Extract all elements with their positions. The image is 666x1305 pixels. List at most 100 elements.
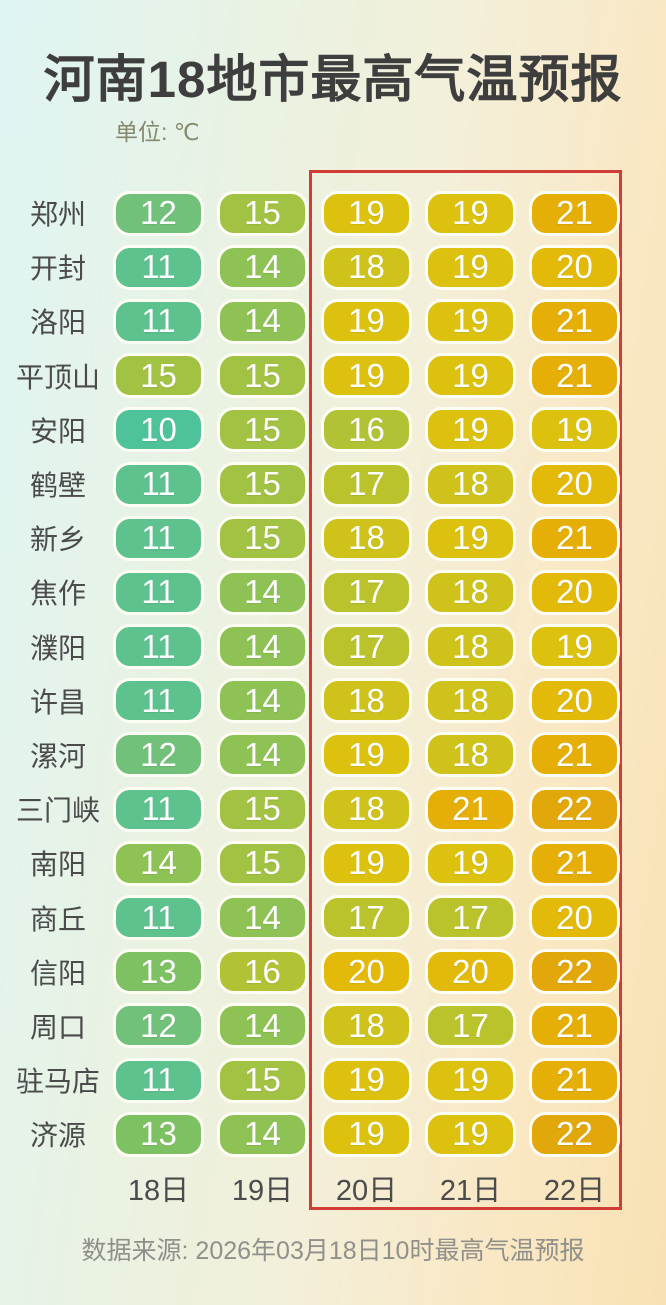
table-row: 濮阳 11 14 17 18 19 [0, 620, 666, 674]
temp-pill: 17 [321, 624, 412, 670]
temp-pill: 20 [425, 949, 516, 995]
temp-pill: 17 [321, 461, 412, 507]
temp-pill: 14 [217, 678, 308, 724]
temp-pill: 18 [425, 624, 516, 670]
temp-pill: 14 [217, 732, 308, 778]
temp-pill: 18 [425, 569, 516, 615]
city-label: 开封 [29, 253, 86, 285]
date-label: 20日 [335, 1175, 398, 1208]
temp-pill: 11 [113, 515, 204, 561]
temp-pill: 19 [425, 353, 516, 399]
data-source: 数据来源: 2026年03月18日10时最高气温预报 [81, 1237, 585, 1265]
temp-pill: 14 [217, 624, 308, 670]
temp-pill: 15 [217, 840, 308, 886]
city-label: 驻马店 [16, 1066, 101, 1098]
temp-pill: 21 [529, 190, 620, 236]
date-label: 18日 [127, 1175, 190, 1208]
table-row: 开封 11 14 18 19 20 [0, 240, 666, 294]
table-row: 新乡 11 15 18 19 21 [0, 511, 666, 565]
table-row: 焦作 11 14 17 18 20 [0, 565, 666, 619]
temp-pill: 11 [113, 678, 204, 724]
temp-pill: 11 [113, 298, 204, 344]
temp-pill: 20 [529, 461, 620, 507]
city-label: 南阳 [29, 849, 86, 881]
temp-pill: 14 [217, 298, 308, 344]
city-label: 商丘 [29, 903, 86, 935]
temp-pill: 21 [425, 786, 516, 832]
temp-pill: 14 [217, 1111, 308, 1157]
table-row: 信阳 13 16 20 20 22 [0, 945, 666, 999]
temp-pill: 11 [113, 244, 204, 290]
temp-pill: 19 [425, 190, 516, 236]
table-row: 平顶山 15 15 19 19 21 [0, 349, 666, 403]
table-row: 洛阳 11 14 19 19 21 [0, 294, 666, 348]
forecast-table: 郑州 12 15 19 19 21 开封 11 14 18 19 20 洛阳 11 14 19 19 21 平顶山 1… [0, 186, 666, 1213]
temp-pill: 15 [217, 190, 308, 236]
temp-pill: 11 [113, 461, 204, 507]
temp-pill: 16 [321, 407, 412, 453]
temp-pill: 15 [217, 1057, 308, 1103]
city-label: 郑州 [29, 199, 86, 231]
table-row: 许昌 11 14 18 18 20 [0, 674, 666, 728]
city-label: 洛阳 [29, 307, 86, 339]
temp-pill: 18 [321, 678, 412, 724]
temp-pill: 15 [113, 353, 204, 399]
temp-pill: 21 [529, 840, 620, 886]
temp-pill: 17 [425, 1003, 516, 1049]
city-label: 安阳 [29, 415, 86, 447]
temp-pill: 11 [113, 786, 204, 832]
temp-pill: 19 [321, 190, 412, 236]
temp-pill: 16 [217, 949, 308, 995]
date-label: 21日 [439, 1175, 502, 1208]
temp-pill: 15 [217, 786, 308, 832]
temp-pill: 19 [321, 732, 412, 778]
temp-pill: 20 [529, 895, 620, 941]
table-row: 郑州 12 15 19 19 21 [0, 186, 666, 240]
temp-pill: 19 [321, 298, 412, 344]
temp-pill: 14 [217, 244, 308, 290]
temp-pill: 14 [217, 895, 308, 941]
temp-pill: 19 [321, 840, 412, 886]
temp-pill: 18 [425, 732, 516, 778]
temp-pill: 21 [529, 515, 620, 561]
temp-pill: 11 [113, 1057, 204, 1103]
temp-pill: 20 [321, 949, 412, 995]
temp-pill: 18 [425, 678, 516, 724]
table-row: 安阳 10 15 16 19 19 [0, 403, 666, 457]
city-label: 周口 [29, 1011, 86, 1043]
temp-pill: 22 [529, 1111, 620, 1157]
temp-pill: 19 [425, 1111, 516, 1157]
temp-pill: 18 [425, 461, 516, 507]
temp-pill: 19 [425, 1057, 516, 1103]
date-label: 19日 [231, 1175, 294, 1208]
temp-pill: 15 [217, 515, 308, 561]
temp-pill: 20 [529, 678, 620, 724]
temp-pill: 17 [321, 569, 412, 615]
table-body: 郑州 12 15 19 19 21 开封 11 14 18 19 20 洛阳 11 14 19 19 21 平顶山 1… [0, 186, 666, 1161]
temp-pill: 13 [113, 949, 204, 995]
temp-pill: 13 [113, 1111, 204, 1157]
temp-pill: 22 [529, 949, 620, 995]
temp-pill: 14 [217, 569, 308, 615]
temp-pill: 19 [529, 624, 620, 670]
temp-pill: 22 [529, 786, 620, 832]
temp-pill: 17 [321, 895, 412, 941]
temp-pill: 15 [217, 461, 308, 507]
temp-pill: 19 [529, 407, 620, 453]
forecast-highlight-box [309, 170, 622, 1210]
temp-pill: 19 [321, 353, 412, 399]
table-row: 南阳 14 15 19 19 21 [0, 836, 666, 890]
temp-pill: 14 [113, 840, 204, 886]
temp-pill: 19 [425, 840, 516, 886]
temp-pill: 12 [113, 732, 204, 778]
temp-pill: 11 [113, 569, 204, 615]
table-row: 驻马店 11 15 19 19 21 [0, 1053, 666, 1107]
city-label: 濮阳 [29, 632, 86, 664]
date-label: 22日 [543, 1175, 606, 1208]
table-row: 周口 12 14 18 17 21 [0, 999, 666, 1053]
city-label: 新乡 [29, 524, 86, 556]
temp-pill: 21 [529, 1057, 620, 1103]
temp-pill: 19 [425, 407, 516, 453]
city-label: 漯河 [29, 740, 86, 772]
